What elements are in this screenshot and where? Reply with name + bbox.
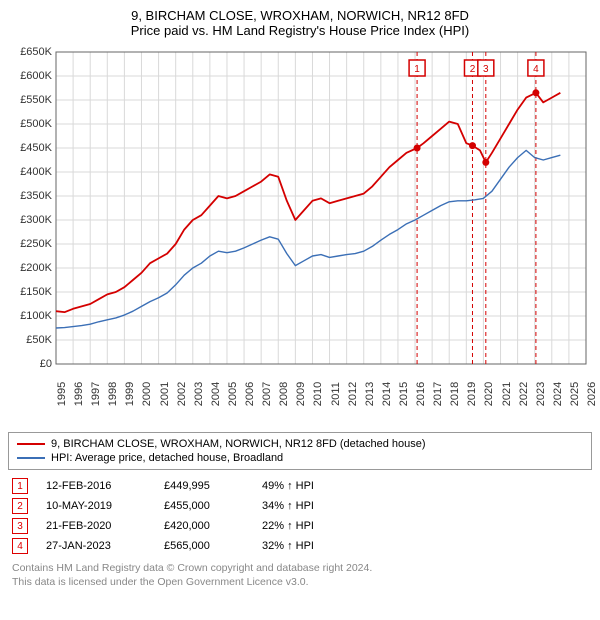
- y-axis-tick-label: £100K: [20, 310, 52, 322]
- sale-record-row: 2 10-MAY-2019 £455,000 34% ↑ HPI: [8, 496, 592, 516]
- sale-marker-badge: 2: [12, 498, 28, 514]
- x-axis-tick-label: 2004: [210, 382, 222, 406]
- x-axis-tick-label: 2003: [193, 382, 205, 406]
- x-axis-tick-label: 2023: [535, 382, 547, 406]
- x-axis-tick-label: 2016: [415, 382, 427, 406]
- legend-box: 9, BIRCHAM CLOSE, WROXHAM, NORWICH, NR12…: [8, 432, 592, 470]
- sale-pct-vs-hpi: 22% ↑ HPI: [262, 520, 362, 532]
- legend-label: 9, BIRCHAM CLOSE, WROXHAM, NORWICH, NR12…: [51, 438, 426, 450]
- x-axis-tick-label: 2022: [518, 382, 530, 406]
- x-axis-tick-label: 2009: [295, 382, 307, 406]
- footer-line2: This data is licensed under the Open Gov…: [12, 576, 588, 590]
- y-axis-tick-label: £550K: [20, 94, 52, 106]
- x-axis-tick-label: 2026: [586, 382, 598, 406]
- y-axis-tick-label: £400K: [20, 166, 52, 178]
- y-axis-tick-label: £650K: [20, 46, 52, 58]
- legend-swatch: [17, 457, 45, 459]
- x-axis-tick-label: 1998: [107, 382, 119, 406]
- chart-title-block: 9, BIRCHAM CLOSE, WROXHAM, NORWICH, NR12…: [8, 8, 592, 38]
- x-axis-tick-label: 2008: [278, 382, 290, 406]
- y-axis-tick-label: £150K: [20, 286, 52, 298]
- sale-date: 21-FEB-2020: [46, 520, 146, 532]
- sale-marker-badge: 3: [12, 518, 28, 534]
- x-axis-tick-label: 2025: [569, 382, 581, 406]
- svg-text:3: 3: [483, 64, 489, 75]
- chart-title-line2: Price paid vs. HM Land Registry's House …: [8, 23, 592, 38]
- sale-pct-vs-hpi: 34% ↑ HPI: [262, 500, 362, 512]
- legend-label: HPI: Average price, detached house, Broa…: [51, 452, 283, 464]
- y-axis-tick-label: £500K: [20, 118, 52, 130]
- chart-svg: 1 23 4: [8, 44, 592, 424]
- x-axis-tick-label: 2021: [501, 382, 513, 406]
- y-axis-tick-label: £200K: [20, 262, 52, 274]
- sale-price: £455,000: [164, 500, 244, 512]
- y-axis-tick-label: £600K: [20, 70, 52, 82]
- x-axis-tick-label: 1996: [73, 382, 85, 406]
- sale-marker-badge: 1: [12, 478, 28, 494]
- x-axis-tick-label: 2013: [364, 382, 376, 406]
- x-axis-tick-label: 1999: [124, 382, 136, 406]
- legend-swatch: [17, 443, 45, 445]
- chart-title-line1: 9, BIRCHAM CLOSE, WROXHAM, NORWICH, NR12…: [8, 8, 592, 23]
- x-axis-tick-label: 2012: [347, 382, 359, 406]
- sale-price: £449,995: [164, 480, 244, 492]
- x-axis-tick-label: 2018: [449, 382, 461, 406]
- y-axis-tick-label: £450K: [20, 142, 52, 154]
- y-axis-tick-label: £50K: [26, 334, 52, 346]
- sale-marker-badge: 4: [12, 538, 28, 554]
- y-axis-tick-label: £300K: [20, 214, 52, 226]
- svg-text:1: 1: [414, 64, 420, 75]
- legend-item: HPI: Average price, detached house, Broa…: [17, 451, 583, 465]
- sale-date: 27-JAN-2023: [46, 540, 146, 552]
- x-axis-tick-label: 2000: [141, 382, 153, 406]
- sales-table: 1 12-FEB-2016 £449,995 49% ↑ HPI 2 10-MAY-201…: [8, 476, 592, 556]
- sale-date: 10-MAY-2019: [46, 500, 146, 512]
- chart-area: 1 23 4 £0 £50K £100K £150K £200K £250K £300K £350…: [8, 44, 592, 424]
- x-axis-tick-label: 2015: [398, 382, 410, 406]
- x-axis-tick-label: 2010: [312, 382, 324, 406]
- x-axis-tick-label: 2019: [466, 382, 478, 406]
- y-axis-tick-label: £250K: [20, 238, 52, 250]
- x-axis-tick-label: 2014: [381, 382, 393, 406]
- sale-pct-vs-hpi: 32% ↑ HPI: [262, 540, 362, 552]
- x-axis-tick-label: 2001: [159, 382, 171, 406]
- sale-record-row: 1 12-FEB-2016 £449,995 49% ↑ HPI: [8, 476, 592, 496]
- x-axis-tick-label: 2002: [176, 382, 188, 406]
- y-axis-tick-label: £350K: [20, 190, 52, 202]
- footer-line1: Contains HM Land Registry data © Crown c…: [12, 562, 588, 576]
- legend-item: 9, BIRCHAM CLOSE, WROXHAM, NORWICH, NR12…: [17, 437, 583, 451]
- x-axis-tick-label: 2005: [227, 382, 239, 406]
- x-axis-tick-label: 2024: [552, 382, 564, 406]
- x-axis-tick-label: 2006: [244, 382, 256, 406]
- x-axis-tick-label: 2017: [432, 382, 444, 406]
- x-axis-tick-label: 2020: [483, 382, 495, 406]
- x-axis-tick-label: 2007: [261, 382, 273, 406]
- sale-pct-vs-hpi: 49% ↑ HPI: [262, 480, 362, 492]
- footer-attribution: Contains HM Land Registry data © Crown c…: [8, 562, 592, 589]
- sale-price: £565,000: [164, 540, 244, 552]
- sale-record-row: 4 27-JAN-2023 £565,000 32% ↑ HPI: [8, 536, 592, 556]
- svg-text:4: 4: [533, 64, 539, 75]
- x-axis-tick-label: 1995: [56, 382, 68, 406]
- sale-date: 12-FEB-2016: [46, 480, 146, 492]
- sale-record-row: 3 21-FEB-2020 £420,000 22% ↑ HPI: [8, 516, 592, 536]
- y-axis-tick-label: £0: [40, 358, 52, 370]
- sale-price: £420,000: [164, 520, 244, 532]
- x-axis-tick-label: 1997: [90, 382, 102, 406]
- svg-text:2: 2: [470, 64, 476, 75]
- x-axis-tick-label: 2011: [330, 382, 342, 406]
